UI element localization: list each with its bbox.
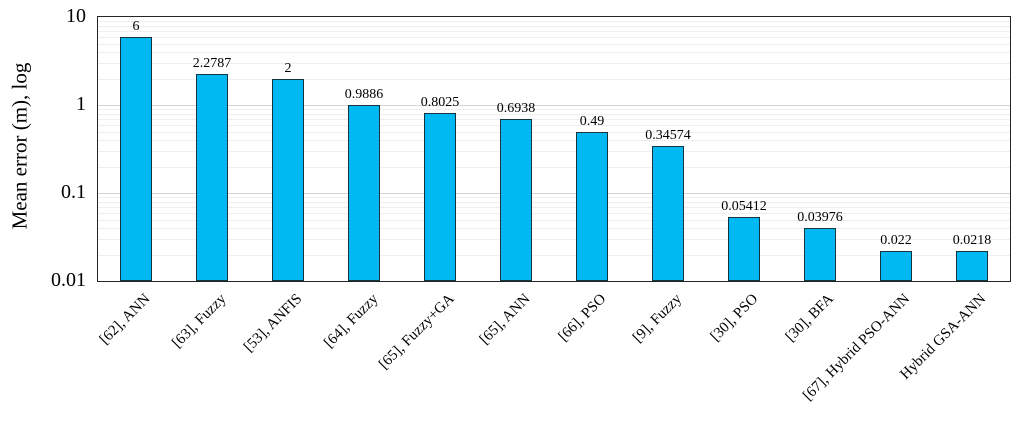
bar	[576, 132, 608, 281]
gridline-minor	[98, 140, 1010, 141]
bar	[728, 216, 760, 281]
bar	[880, 250, 912, 281]
gridline-minor	[98, 21, 1010, 22]
y-tick-label: 10	[66, 5, 86, 27]
bar	[424, 113, 456, 281]
x-tick-label: [9], Fuzzy	[630, 291, 686, 346]
y-tick-label: 1	[76, 93, 86, 115]
gridline-minor	[98, 201, 1010, 203]
x-tick-label: [30], BFA	[783, 291, 838, 346]
bar	[804, 228, 836, 281]
gridline-minor	[98, 52, 1010, 53]
gridline-major	[98, 105, 1010, 106]
x-tick-label: [63], Fuzzy	[169, 291, 230, 352]
bar-value-label: 0.0218	[952, 233, 992, 249]
gridline-minor	[98, 63, 1010, 64]
gridline-minor	[98, 78, 1010, 80]
gridline-minor	[98, 131, 1010, 133]
gridline-minor	[98, 219, 1010, 221]
gridline-major	[98, 193, 1010, 194]
gridline-minor	[98, 124, 1010, 126]
bar	[120, 36, 152, 281]
bar-value-label: 0.05412	[721, 198, 767, 214]
gridline-minor	[98, 239, 1010, 240]
bar	[272, 78, 304, 281]
x-tick-label: [53], ANFIS	[240, 291, 306, 356]
bar	[196, 73, 228, 281]
gridline-minor	[98, 254, 1010, 256]
bar-value-label: 0.49	[579, 114, 605, 130]
gridline-minor	[98, 212, 1010, 214]
gridline-minor	[98, 118, 1010, 120]
x-tick-label: [62], ANN	[96, 291, 154, 348]
gridline-minor	[98, 206, 1010, 208]
bar	[348, 105, 380, 281]
x-tick-label: [65], ANN	[476, 291, 534, 348]
bar-value-label: 0.9886	[344, 87, 384, 103]
bar-value-label: 0.34574	[645, 127, 691, 143]
gridline-minor	[98, 30, 1010, 32]
gridline-minor	[98, 166, 1010, 168]
y-tick-label: 0.1	[61, 181, 86, 203]
x-tick-label: [30], PSO	[707, 291, 762, 345]
bar-value-label: 0.6938	[496, 101, 536, 116]
plot-area: 6 2.2787 2 0.9886 0.8025 0.6938 0.49 0.34574 0.0…	[97, 16, 1011, 282]
bar-value-label: 0.03976	[797, 210, 843, 226]
gridline-minor	[98, 43, 1010, 45]
bar-value-label: 0.8025	[420, 95, 460, 111]
bar	[652, 145, 684, 281]
bar	[956, 251, 988, 281]
bar	[500, 119, 532, 281]
gridline-minor	[98, 151, 1010, 152]
bar-value-label: 2	[284, 60, 292, 76]
gridline-minor	[98, 109, 1010, 110]
gridline-minor	[98, 36, 1010, 38]
x-tick-label: [66], PSO	[555, 291, 610, 345]
y-tick-label: 0.01	[51, 269, 86, 291]
gridline-minor	[98, 25, 1010, 27]
gridline-minor	[98, 228, 1010, 229]
x-tick-label: [64], Fuzzy	[321, 291, 382, 352]
bar-value-label: 6	[132, 18, 140, 34]
x-tick-label: Hybrid GSA-ANN	[897, 291, 990, 383]
gridline-minor	[98, 113, 1010, 115]
x-tick-label: [65], Fuzzy+GA	[375, 291, 458, 373]
gridline-minor	[98, 197, 1010, 198]
y-axis-title: Mean error (m), log	[7, 62, 32, 230]
bar-value-label: 0.022	[880, 232, 912, 248]
bar-value-label: 2.2787	[192, 55, 232, 71]
